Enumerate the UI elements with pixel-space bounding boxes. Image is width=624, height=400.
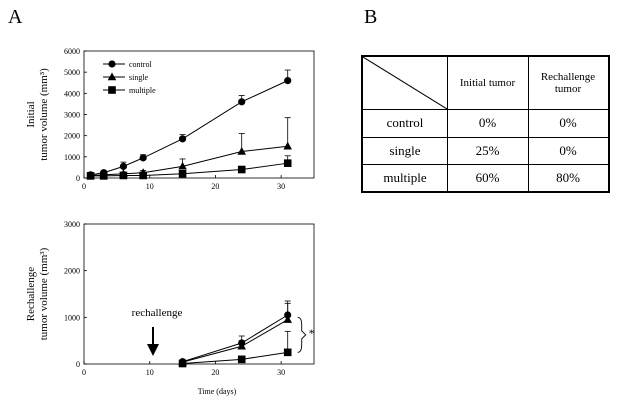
y-tick-label: 2000 [64,132,80,141]
rechallenge-arrow-head [147,344,159,356]
panel-label-b: B [364,6,378,28]
data-point-multiple [283,159,292,167]
table-cell: 25% [475,142,500,158]
table-cell: 60% [475,169,500,185]
y-tick-label: 2000 [64,267,80,276]
legend-marker [108,86,116,94]
data-point-multiple [139,171,147,180]
y-axis-label: Initial [25,101,37,127]
data-point-multiple [237,165,246,174]
y-tick-label: 3000 [64,111,80,120]
data-point-control [178,135,187,143]
y-tick-label: 4000 [64,89,80,98]
y-tick-label: 3000 [64,220,80,229]
series-line-single [182,319,288,363]
row-label: single [389,142,421,158]
x-axis-label: Time (days) [198,387,237,396]
table-cell: 80% [556,169,580,185]
data-point-control [119,162,128,170]
data-point-multiple [86,172,95,180]
data-point-multiple [237,355,246,364]
table-divider [447,57,448,191]
table-cell: 0% [559,115,577,130]
legend-label: control [129,60,152,69]
data-point-single [283,141,293,150]
data-point-single [237,341,247,350]
legend-marker [107,72,117,81]
data-point-control [238,98,246,106]
panel-label-a: A [8,6,23,28]
row-label: multiple [383,169,427,185]
significance-bracket [297,316,307,353]
data-point-multiple [119,171,128,180]
data-point-control [139,154,147,162]
x-tick-label: 30 [277,368,285,377]
data-point-single [283,315,293,323]
y-tick-label: 6000 [64,47,80,56]
table-cell: 0% [478,115,497,130]
x-tick-label: 0 [82,368,86,377]
table-divider [363,164,608,165]
table-divider [363,137,608,138]
col-header-rechallenge: Rechallenge tumor [540,71,596,95]
rechallenge-annotation: rechallenge [132,307,183,319]
y-axis-label: tumor volume (mm³) [38,68,50,161]
y-axis-label: Rechallenge [25,267,37,321]
data-point-multiple [178,359,187,368]
table-cell: 0% [559,142,577,158]
table-divider [363,109,608,110]
series-line-single [90,145,288,176]
response-table: Initial tumor Rechallenge tumor control … [361,55,610,193]
x-tick-label: 10 [146,182,154,191]
y-tick-label: 0 [76,174,80,183]
significance-marker: * [309,326,315,340]
series-line-control [90,80,288,176]
y-tick-label: 1000 [64,313,80,322]
data-point-single [178,161,187,170]
data-point-control [284,77,292,85]
y-tick-label: 5000 [64,68,80,77]
plot-frame [83,50,315,179]
data-point-multiple [178,169,187,178]
legend-marker [108,60,116,68]
col-header-initial: Initial tumor [459,77,516,89]
table-divider [528,57,529,191]
y-tick-label: 1000 [64,153,80,162]
row-label: control [386,115,424,130]
data-point-multiple [283,348,292,357]
diagonal-header-cell [363,57,447,109]
data-point-single [237,147,247,155]
y-axis-label: tumor volume (mm³) [38,247,50,340]
legend-label: multiple [129,86,156,95]
y-tick-label: 0 [76,360,80,369]
legend-label: single [129,73,149,82]
x-tick-label: 0 [82,182,86,191]
x-tick-label: 20 [211,182,219,191]
x-tick-label: 10 [146,368,154,377]
x-tick-label: 20 [211,368,219,377]
x-tick-label: 30 [277,182,285,191]
data-point-multiple [99,172,108,180]
plot-frame [83,223,315,365]
